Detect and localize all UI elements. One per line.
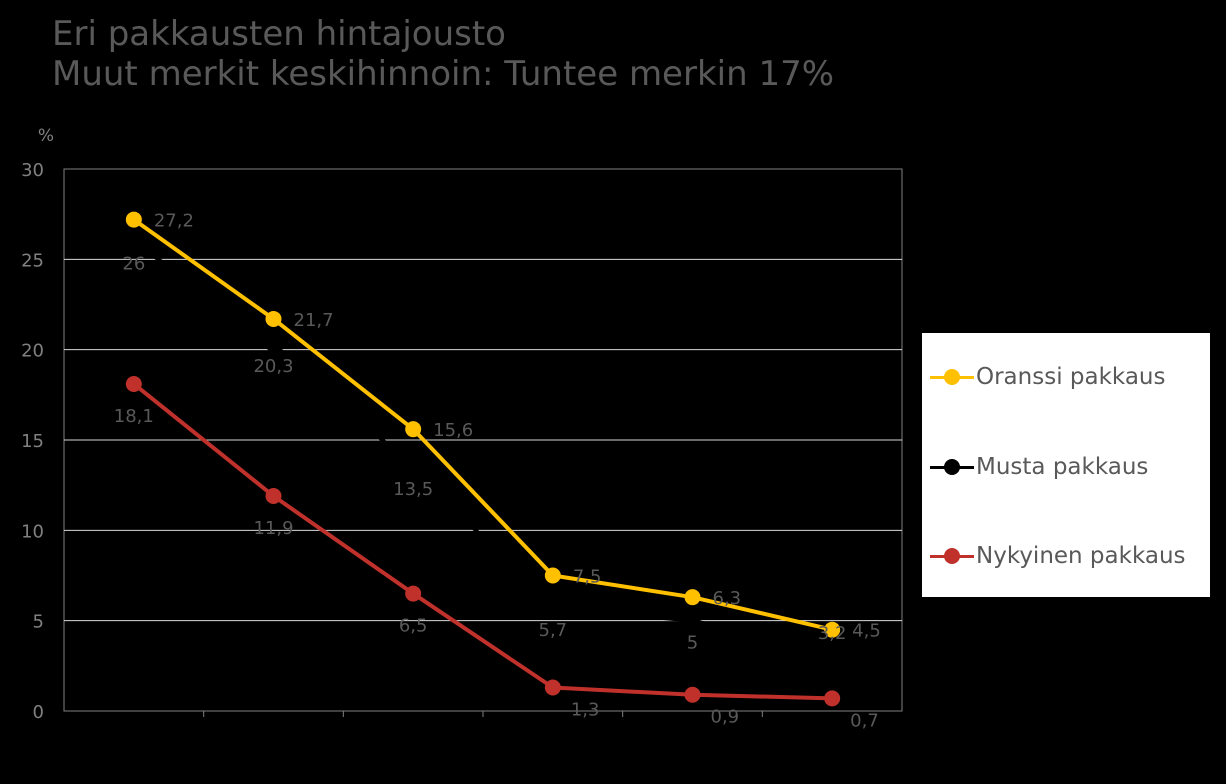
legend-swatch-nykyinen [930, 541, 974, 571]
y-tick-label: 10 [21, 521, 44, 542]
data-point-2 [125, 375, 142, 392]
data-label-0: 7,5 [573, 567, 602, 588]
y-axis-unit: % [38, 126, 54, 146]
legend-swatch-oranssi [930, 362, 974, 392]
data-point-0 [265, 310, 282, 327]
data-label-0: 4,5 [852, 621, 881, 642]
data-label-1: 5 [687, 633, 698, 654]
data-label-1: 20,3 [253, 356, 293, 377]
data-point-1 [265, 336, 282, 353]
legend-item-musta: Musta pakkaus [930, 452, 1148, 482]
data-label-1: 3,2 [818, 623, 847, 644]
data-label-2: 18,1 [114, 406, 154, 427]
data-point-1 [544, 600, 561, 617]
chart-legend: Oranssi pakkaus Musta pakkaus Nykyinen p… [921, 332, 1211, 598]
y-tick-label: 0 [33, 702, 44, 723]
legend-item-nykyinen: Nykyinen pakkaus [930, 541, 1186, 571]
legend-item-oranssi: Oranssi pakkaus [930, 362, 1165, 392]
data-point-1 [684, 612, 701, 629]
data-point-1 [125, 233, 142, 250]
data-point-1 [405, 459, 422, 476]
data-label-1: 26 [122, 253, 145, 274]
data-point-0 [125, 211, 142, 228]
data-point-2 [265, 488, 282, 505]
chart-title: Eri pakkausten hintajousto Muut merkit k… [52, 14, 834, 94]
y-tick-label: 20 [21, 341, 44, 362]
data-point-0 [684, 589, 701, 606]
y-tick-label: 30 [21, 160, 44, 181]
data-point-2 [405, 585, 422, 602]
data-label-2: 11,9 [253, 518, 293, 539]
legend-label-nykyinen: Nykyinen pakkaus [976, 543, 1186, 569]
chart-title-line1: Eri pakkausten hintajousto [52, 14, 506, 54]
series-line-1 [132, 239, 833, 656]
y-tick-label: 25 [21, 250, 44, 271]
y-tick-label: 15 [21, 431, 44, 452]
data-point-1 [824, 645, 841, 662]
data-label-0: 21,7 [294, 310, 334, 331]
data-label-2: 6,5 [399, 616, 428, 637]
data-label-0: 15,6 [433, 420, 473, 441]
legend-label-oranssi: Oranssi pakkaus [976, 364, 1166, 390]
data-label-0: 27,2 [154, 211, 194, 232]
y-tick-label: 5 [33, 612, 44, 633]
data-point-2 [684, 686, 701, 703]
series-line-0 [132, 217, 833, 632]
data-label-2: 0,7 [850, 710, 879, 731]
series-line-2 [132, 382, 833, 701]
data-point-2 [544, 679, 561, 696]
data-point-2 [824, 690, 841, 707]
chart-title-line2: Muut merkit keskihinnoin: Tuntee merkin … [52, 54, 835, 94]
legend-label-musta: Musta pakkaus [976, 454, 1149, 480]
legend-swatch-musta [930, 452, 974, 482]
data-label-1: 5,7 [539, 620, 568, 641]
data-label-0: 6,3 [713, 588, 742, 609]
data-point-0 [824, 621, 841, 638]
data-point-0 [405, 421, 422, 438]
data-point-0 [544, 567, 561, 584]
data-label-2: 1,3 [571, 700, 600, 721]
data-label-2: 0,9 [711, 707, 740, 728]
data-label-1: 13,5 [393, 479, 433, 500]
